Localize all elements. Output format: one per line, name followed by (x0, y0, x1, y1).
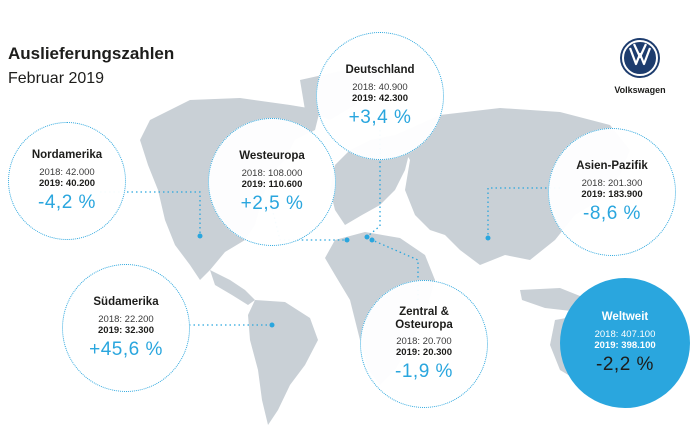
change-percent: -2,2 % (596, 353, 654, 375)
marker-nordamerika (197, 233, 203, 239)
page-title: Auslieferungszahlen (8, 44, 175, 63)
bubble-deutschland: Deutschland 2018: 40.900 2019: 42.300 +3… (316, 32, 444, 160)
brand-name: Volkswagen (614, 85, 666, 95)
central-america-shape (210, 270, 255, 305)
value-2018: 2018: 20.700 (396, 335, 452, 347)
value-2018: 2018: 42.000 (39, 166, 95, 178)
bubble-zentral-osteuropa: Zentral & Osteuropa 2018: 20.700 2019: 2… (360, 280, 488, 408)
south-america-shape (248, 300, 318, 425)
value-2019: 2019: 110.600 (241, 178, 303, 190)
change-percent: +45,6 % (89, 338, 163, 360)
change-percent: +2,5 % (240, 192, 304, 214)
marker-suedamerika (269, 322, 275, 328)
marker-westeuropa (344, 237, 350, 243)
value-2018: 2018: 108.000 (241, 167, 303, 179)
bubble-westeuropa: Westeuropa 2018: 108.000 2019: 110.600 +… (208, 118, 336, 246)
region-name: Weltweit (601, 310, 649, 323)
marker-zentral (369, 237, 375, 243)
region-name: Nordamerika (31, 148, 103, 161)
value-2019: 2019: 32.300 (98, 324, 154, 336)
bubble-suedamerika: Südamerika 2018: 22.200 2019: 32.300 +45… (62, 264, 190, 392)
connector-nordamerika (100, 191, 201, 234)
change-percent: -8,6 % (583, 202, 641, 224)
change-percent: +3,4 % (348, 106, 412, 128)
value-2019: 2019: 183.900 (581, 188, 643, 200)
marker-deutschland (364, 234, 370, 240)
vw-logo-icon (620, 38, 660, 78)
region-name: Asien-Pazifik (576, 159, 648, 172)
region-name: Deutschland (345, 63, 415, 76)
value-2018: 2018: 40.900 (352, 81, 408, 93)
region-name: Westeuropa (239, 149, 305, 162)
connector-deutschland (367, 130, 381, 237)
bubble-weltweit: Weltweit 2018: 407.100 2019: 398.100 -2,… (560, 278, 690, 408)
marker-asien (485, 235, 491, 241)
value-2019: 2019: 42.300 (352, 92, 408, 104)
value-2018: 2018: 201.300 (581, 177, 643, 189)
change-percent: -4,2 % (38, 191, 96, 213)
connector-asien (487, 187, 560, 236)
value-2019: 2019: 20.300 (396, 346, 452, 358)
bubble-nordamerika: Nordamerika 2018: 42.000 2019: 40.200 -4… (8, 122, 126, 240)
region-name-line2: Osteuropa (395, 318, 453, 331)
connector-zentral (371, 239, 419, 300)
page-subtitle: Februar 2019 (8, 70, 105, 87)
region-name: Zentral & Osteuropa (395, 306, 453, 332)
value-2018: 2018: 407.100 (594, 328, 656, 340)
value-2019: 2019: 398.100 (594, 339, 656, 351)
change-percent: -1,9 % (395, 360, 453, 382)
value-2019: 2019: 40.200 (39, 177, 95, 189)
value-2018: 2018: 22.200 (98, 313, 154, 325)
bubble-asien-pazifik: Asien-Pazifik 2018: 201.300 2019: 183.90… (548, 128, 676, 256)
region-name: Südamerika (93, 295, 159, 308)
region-name-line1: Zentral & (399, 305, 449, 318)
